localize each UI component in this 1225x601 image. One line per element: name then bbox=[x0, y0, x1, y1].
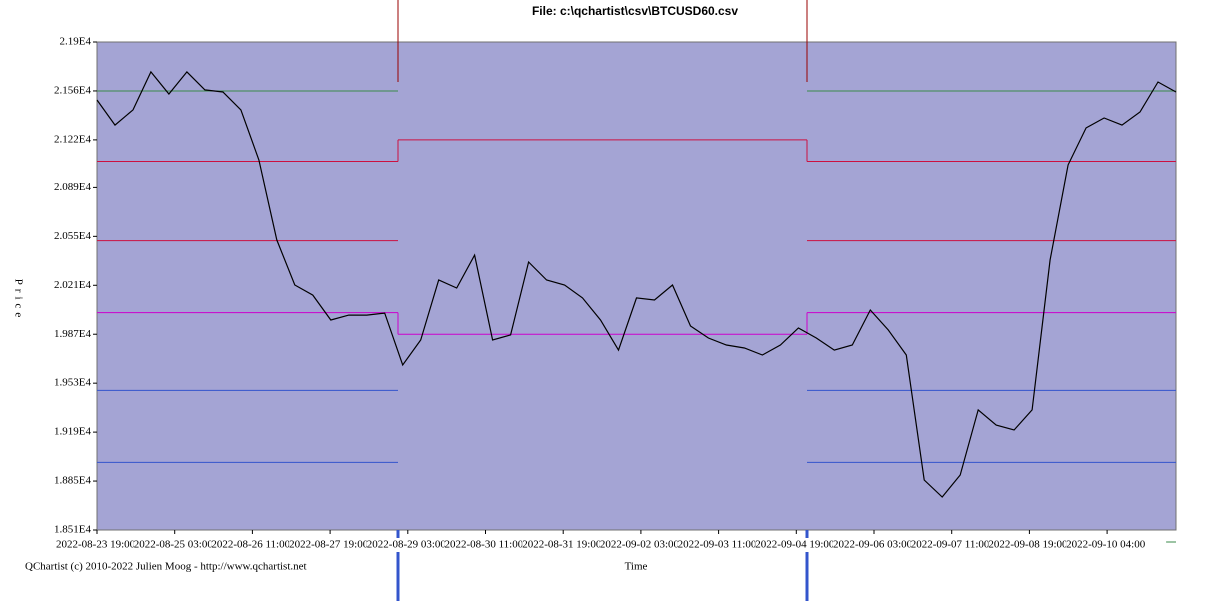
x-tick-group: 2022-09-06 03:00 bbox=[833, 538, 933, 552]
y-tick-label: 2.156E4 bbox=[54, 84, 91, 96]
y-tick-label: 1.885E4 bbox=[54, 475, 91, 487]
x-tick-background bbox=[833, 538, 933, 552]
x-tick-label: 2022-09-08 19:00 bbox=[988, 539, 1068, 551]
y-tick-label: 2.19E4 bbox=[60, 36, 92, 48]
x-tick-group: 2022-09-08 19:00 bbox=[988, 538, 1089, 552]
x-tick-label: 2022-08-25 03:00 bbox=[134, 539, 214, 551]
x-tick-label: 2022-09-02 03:00 bbox=[600, 539, 680, 551]
x-tick-group: 2022-08-31 19:00 bbox=[522, 538, 623, 552]
x-tick-group: 2022-09-02 03:00 bbox=[599, 538, 700, 552]
x-tick-background bbox=[1066, 538, 1167, 552]
x-tick-background bbox=[677, 538, 778, 552]
x-tick-background bbox=[599, 538, 700, 552]
x-tick-label: 2022-09-10 04:00 bbox=[1066, 539, 1146, 551]
chart-title: File: c:\qchartist\csv\BTCUSD60.csv bbox=[532, 4, 738, 18]
x-tick-background bbox=[56, 538, 156, 552]
x-tick-group: 2022-08-23 19:00 bbox=[56, 538, 156, 552]
x-tick-background bbox=[289, 538, 390, 552]
x-tick-background bbox=[133, 538, 234, 552]
y-tick-label: 2.122E4 bbox=[54, 133, 91, 145]
plot-area bbox=[96, 41, 1177, 531]
x-tick-background bbox=[444, 538, 545, 552]
x-tick-background bbox=[755, 538, 856, 552]
footer: QChartist (c) 2010-2022 Julien Moog - ht… bbox=[25, 561, 307, 573]
x-tick-label: 2022-09-03 11:00 bbox=[678, 539, 757, 551]
x-tick-background bbox=[988, 538, 1089, 552]
y-tick-label: 1.953E4 bbox=[54, 377, 91, 389]
y-tick-label: 1.987E4 bbox=[54, 328, 91, 340]
x-tick-label: 2022-08-27 19:00 bbox=[289, 539, 369, 551]
y-tick-label: 1.851E4 bbox=[54, 524, 91, 536]
y-tick-label: 2.089E4 bbox=[54, 181, 91, 193]
x-tick-group: 2022-08-29 03:00 bbox=[366, 538, 467, 552]
x-tick-group: 2022-08-30 11:00 bbox=[444, 538, 545, 552]
x-tick-group: 2022-08-27 19:00 bbox=[289, 538, 390, 552]
price-line bbox=[96, 70, 1177, 498]
x-tick-label: 2022-08-31 19:00 bbox=[522, 539, 602, 551]
x-tick-background bbox=[522, 538, 623, 552]
x-tick-background bbox=[910, 538, 1011, 552]
y-tick-label: 2.021E4 bbox=[54, 279, 91, 291]
x-tick-background bbox=[366, 538, 467, 552]
y-tick-label: 1.919E4 bbox=[54, 426, 91, 438]
x-tick-label: 2022-09-06 03:00 bbox=[833, 539, 913, 551]
x-tick-group: 2022-08-26 11:00 bbox=[211, 538, 312, 552]
x-tick-group: 2022-09-04 19:00 bbox=[755, 538, 856, 552]
plot-layer bbox=[96, 70, 1177, 498]
x-tick-group: 2022-08-25 03:00 bbox=[133, 538, 234, 552]
x-tick-label: 2022-09-07 11:00 bbox=[911, 539, 990, 551]
x-axis-label: Time bbox=[625, 561, 648, 573]
y-tick-label: 2.055E4 bbox=[54, 230, 91, 242]
x-tick-background bbox=[211, 538, 312, 552]
x-tick-label: 2022-08-26 11:00 bbox=[211, 539, 290, 551]
x-tick-group: 2022-09-07 11:00 bbox=[910, 538, 1011, 552]
x-tick-label: 2022-08-29 03:00 bbox=[367, 539, 447, 551]
x-tick-label: 2022-08-23 19:00 bbox=[56, 539, 136, 551]
x-tick-label: 2022-09-04 19:00 bbox=[755, 539, 835, 551]
x-tick-label: 2022-08-30 11:00 bbox=[445, 539, 524, 551]
x-tick-group: 2022-09-03 11:00 bbox=[677, 538, 778, 552]
x-tick-group: 2022-09-10 04:00 bbox=[1066, 538, 1167, 552]
y-axis-label: Price bbox=[12, 279, 24, 322]
